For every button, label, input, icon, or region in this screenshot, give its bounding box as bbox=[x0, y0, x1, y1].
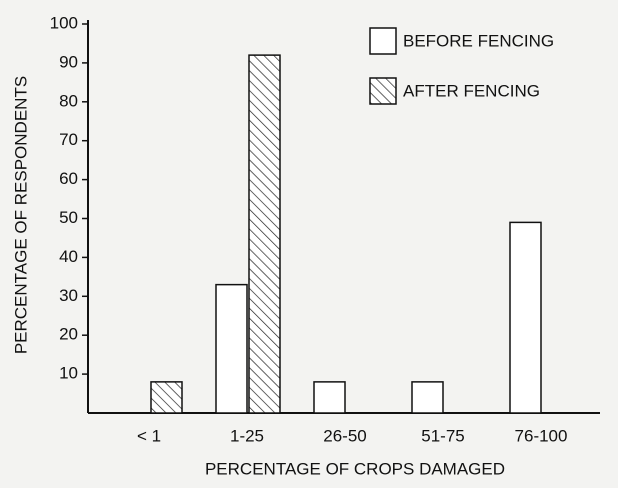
x-axis-label: PERCENTAGE OF CROPS DAMAGED bbox=[205, 459, 505, 478]
y-tick-label: 40 bbox=[59, 247, 78, 266]
y-tick-label: 20 bbox=[59, 325, 78, 344]
x-tick-label: < 1 bbox=[137, 426, 161, 445]
legend-swatch bbox=[369, 77, 397, 105]
bar bbox=[248, 54, 281, 414]
x-tick-label: 76-100 bbox=[515, 426, 568, 445]
legend-swatch bbox=[369, 27, 397, 55]
y-tick-label: 50 bbox=[59, 208, 78, 227]
y-tick-label: 30 bbox=[59, 286, 78, 305]
x-tick-label: 51-75 bbox=[421, 426, 464, 445]
y-tick-label: 10 bbox=[59, 364, 78, 383]
bar bbox=[215, 283, 248, 414]
bar bbox=[313, 381, 346, 414]
bar bbox=[509, 221, 542, 414]
legend-label: AFTER FENCING bbox=[403, 81, 540, 100]
y-tick-label: 100 bbox=[50, 13, 78, 32]
y-axis-label: PERCENTAGE OF RESPONDENTS bbox=[11, 76, 30, 354]
y-tick-label: 70 bbox=[59, 130, 78, 149]
x-tick-label: 26-50 bbox=[323, 426, 366, 445]
y-tick-label: 60 bbox=[59, 169, 78, 188]
y-tick-label: 80 bbox=[59, 91, 78, 110]
x-tick-label: 1-25 bbox=[230, 426, 264, 445]
bar bbox=[411, 381, 444, 414]
legend-label: BEFORE FENCING bbox=[403, 31, 554, 50]
y-tick-label: 90 bbox=[59, 52, 78, 71]
bar bbox=[150, 381, 183, 414]
